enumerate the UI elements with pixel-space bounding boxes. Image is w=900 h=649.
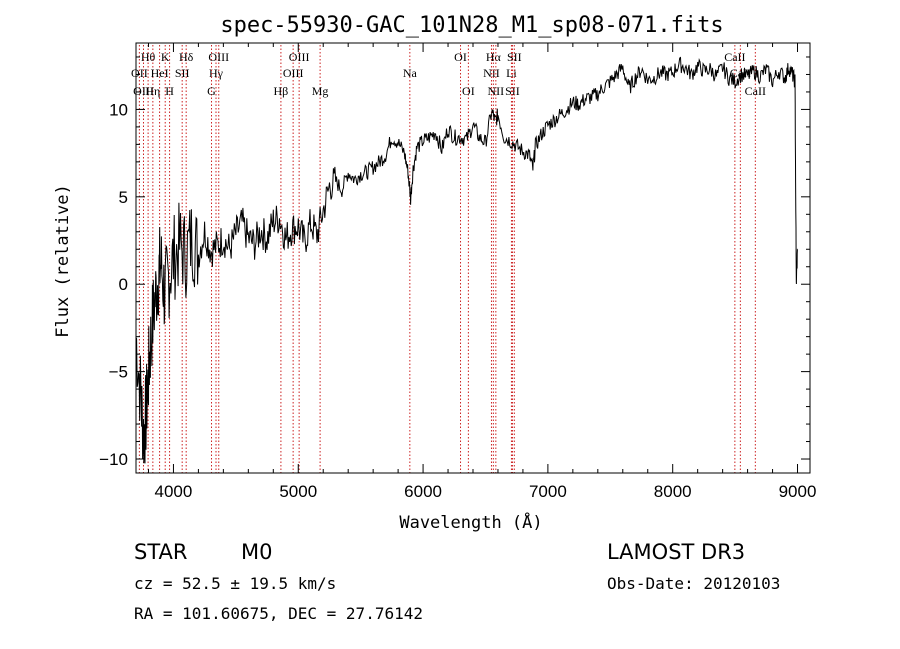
y-tick-label: −5: [109, 363, 128, 382]
spectral-line-label: NII: [483, 66, 500, 80]
x-axis-label: Wavelength (Å): [399, 511, 542, 533]
y-tick-label: 5: [119, 188, 128, 207]
spectral-line-label: HeI: [151, 66, 169, 80]
axis-ticks: 4000 5000 6000 7000 8000 9000 −10 −5 0 5 10: [99, 43, 816, 501]
spectral-line-label: Mg: [312, 84, 329, 98]
observation-date: Obs-Date: 20120103: [607, 574, 781, 593]
spectral-line-label: OI: [454, 50, 467, 64]
spectral-line-label: OIII: [133, 84, 154, 98]
spectrum-series: [135, 56, 798, 464]
spectral-line-label: Hη: [145, 84, 160, 98]
plot-frame: [135, 42, 811, 474]
coordinates: RA = 101.60675, DEC = 27.76142: [134, 604, 423, 623]
spectral-line-label: SII: [505, 84, 520, 98]
spectral-line-label: Hβ: [274, 84, 289, 98]
spectral-line-label: SII: [507, 50, 522, 64]
spectral-line-label: Hθ: [141, 50, 156, 64]
y-tick-label: −10: [99, 450, 128, 469]
spectral-line-label: OIII: [289, 50, 310, 64]
object-class: STAR: [134, 540, 188, 564]
spectral-line-label: NII: [488, 84, 505, 98]
y-tick-label: 0: [119, 275, 128, 294]
spectral-line-label: Hδ: [179, 50, 194, 64]
spectral-line-markers: HθOIIOIIIHηHeIKHSIIHδHγGOIIIHβOIIIOIIIMg…: [131, 45, 766, 473]
spectral-line-label: Na: [403, 66, 418, 80]
x-tick-label: 8000: [654, 482, 692, 501]
spectral-line-label: Hγ: [209, 66, 224, 80]
y-axis-label: Flux (relative): [53, 184, 73, 338]
spectral-line-label: OIII: [208, 50, 229, 64]
object-subclass: M0: [241, 540, 273, 564]
x-tick-label: 9000: [779, 482, 817, 501]
spectral-line-label: CaII: [745, 84, 766, 98]
spectral-line-label: G: [207, 84, 216, 98]
chart-title: spec-55930-GAC_101N28_M1_sp08-071.fits: [220, 13, 723, 38]
x-tick-label: 6000: [404, 482, 442, 501]
y-tick-label: 10: [109, 100, 128, 119]
spectral-line-label: OII: [131, 66, 148, 80]
x-tick-label: 7000: [529, 482, 567, 501]
spectral-line-label: Li: [506, 66, 517, 80]
spectrum-line: [135, 56, 798, 464]
spectral-line-label: SII: [175, 66, 190, 80]
redshift-velocity: cz = 52.5 ± 19.5 km/s: [134, 574, 337, 593]
spectral-line-label: Hα: [486, 50, 502, 64]
spectral-line-label: OI: [462, 84, 475, 98]
x-tick-label: 4000: [155, 482, 193, 501]
spectral-line-label: OIII: [283, 66, 304, 80]
spectral-line-label: K: [161, 50, 170, 64]
x-tick-label: 5000: [279, 482, 317, 501]
survey-name: LAMOST DR3: [607, 540, 746, 564]
spectral-line-label: CaII: [724, 50, 745, 64]
spectral-line-label: H: [165, 84, 174, 98]
